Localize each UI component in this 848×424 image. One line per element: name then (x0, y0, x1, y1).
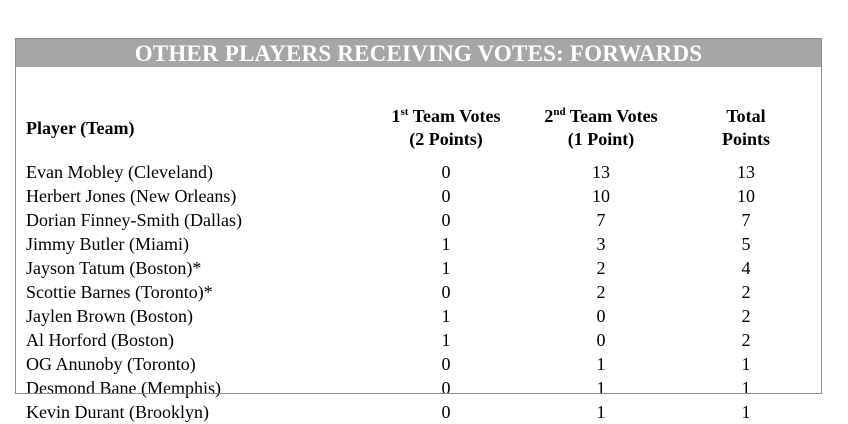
second-team-votes-cell: 7 (596, 210, 606, 230)
table-row: Desmond Bane (Memphis) 0 1 1 (16, 376, 821, 400)
first-team-votes-cell: 0 (441, 354, 451, 374)
player-cell: Jayson Tatum (Boston)* (26, 258, 202, 278)
header-total-points-line1: Total (726, 106, 766, 126)
player-cell: OG Anunoby (Toronto) (26, 354, 196, 374)
player-cell: Jimmy Butler (Miami) (26, 234, 189, 254)
first-team-votes-cell: 1 (441, 258, 451, 278)
total-points-cell: 1 (741, 354, 751, 374)
total-points-cell: 5 (741, 234, 751, 254)
total-points-cell: 10 (737, 186, 755, 206)
votes-table: OTHER PLAYERS RECEIVING VOTES: FORWARDS … (15, 38, 822, 422)
total-points-cell: 1 (741, 378, 751, 398)
table-header: Player (Team) 1st Team Votes (2 Points) … (16, 67, 821, 422)
player-cell: Al Horford (Boston) (26, 330, 174, 350)
player-cell: Desmond Bane (Memphis) (26, 378, 221, 398)
total-points-cell: 4 (741, 258, 751, 278)
table-row: Scottie Barnes (Toronto)* 0 2 2 (16, 280, 821, 304)
table-row: Kevin Durant (Brooklyn) 0 1 1 (16, 400, 821, 424)
table-row: Evan Mobley (Cleveland) 0 13 13 (16, 160, 821, 184)
table-row: OG Anunoby (Toronto) 0 1 1 (16, 352, 821, 376)
first-team-votes-cell: 0 (441, 210, 451, 230)
second-team-votes-cell: 1 (596, 378, 606, 398)
second-team-votes-cell: 1 (596, 354, 606, 374)
total-points-cell: 2 (741, 282, 751, 302)
player-cell: Jaylen Brown (Boston) (26, 306, 193, 326)
table-title: OTHER PLAYERS RECEIVING VOTES: FORWARDS (16, 39, 821, 67)
player-cell: Herbert Jones (New Orleans) (26, 186, 237, 206)
header-first-team-votes: 1st Team Votes (2 Points) (376, 105, 516, 151)
header-second-team-votes: 2nd Team Votes (1 Point) (526, 105, 676, 151)
second-team-votes-cell: 2 (596, 282, 606, 302)
header-second-team-votes-line2: (1 Point) (567, 129, 635, 149)
first-team-votes-cell: 0 (441, 402, 451, 422)
header-total-points: Total Points (696, 105, 796, 151)
first-team-votes-cell: 0 (441, 282, 451, 302)
table-row: Jaylen Brown (Boston) 1 0 2 (16, 304, 821, 328)
header-player-team: Player (Team) (26, 118, 135, 138)
header-total-points-line2: Points (721, 129, 770, 149)
total-points-cell: 1 (741, 402, 751, 422)
player-cell: Scottie Barnes (Toronto)* (26, 282, 213, 302)
total-points-cell: 2 (741, 330, 751, 350)
table-row: Herbert Jones (New Orleans) 0 10 10 (16, 184, 821, 208)
table-row: Al Horford (Boston) 1 0 2 (16, 328, 821, 352)
first-team-votes-cell: 1 (441, 330, 451, 350)
second-team-votes-cell: 2 (596, 258, 606, 278)
header-first-team-votes-line1: 1st Team Votes (391, 106, 501, 126)
header-second-team-votes-line1: 2nd Team Votes (544, 106, 658, 126)
player-cell: Evan Mobley (Cleveland) (26, 162, 213, 182)
total-points-cell: 7 (741, 210, 751, 230)
total-points-cell: 13 (737, 162, 755, 182)
second-team-votes-cell: 0 (596, 330, 606, 350)
first-team-votes-cell: 0 (441, 378, 451, 398)
player-cell: Dorian Finney-Smith (Dallas) (26, 210, 242, 230)
table-row: Dorian Finney-Smith (Dallas) 0 7 7 (16, 208, 821, 232)
table-body: Evan Mobley (Cleveland) 0 13 13 Herbert … (16, 160, 821, 424)
total-points-cell: 2 (741, 306, 751, 326)
table-row: Jimmy Butler (Miami) 1 3 5 (16, 232, 821, 256)
table-bottom-border (16, 393, 821, 394)
first-team-votes-cell: 1 (441, 234, 451, 254)
table-row: Jayson Tatum (Boston)* 1 2 4 (16, 256, 821, 280)
second-team-votes-cell: 1 (596, 402, 606, 422)
player-cell: Kevin Durant (Brooklyn) (26, 402, 209, 422)
first-team-votes-cell: 1 (441, 306, 451, 326)
first-team-votes-cell: 0 (441, 162, 451, 182)
first-team-votes-cell: 0 (441, 186, 451, 206)
second-team-votes-cell: 10 (592, 186, 610, 206)
second-team-votes-cell: 0 (596, 306, 606, 326)
header-first-team-votes-line2: (2 Points) (409, 129, 483, 149)
second-team-votes-cell: 3 (596, 234, 606, 254)
second-team-votes-cell: 13 (592, 162, 610, 182)
